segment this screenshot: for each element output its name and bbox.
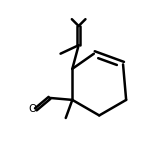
Text: O: O [28, 104, 37, 114]
